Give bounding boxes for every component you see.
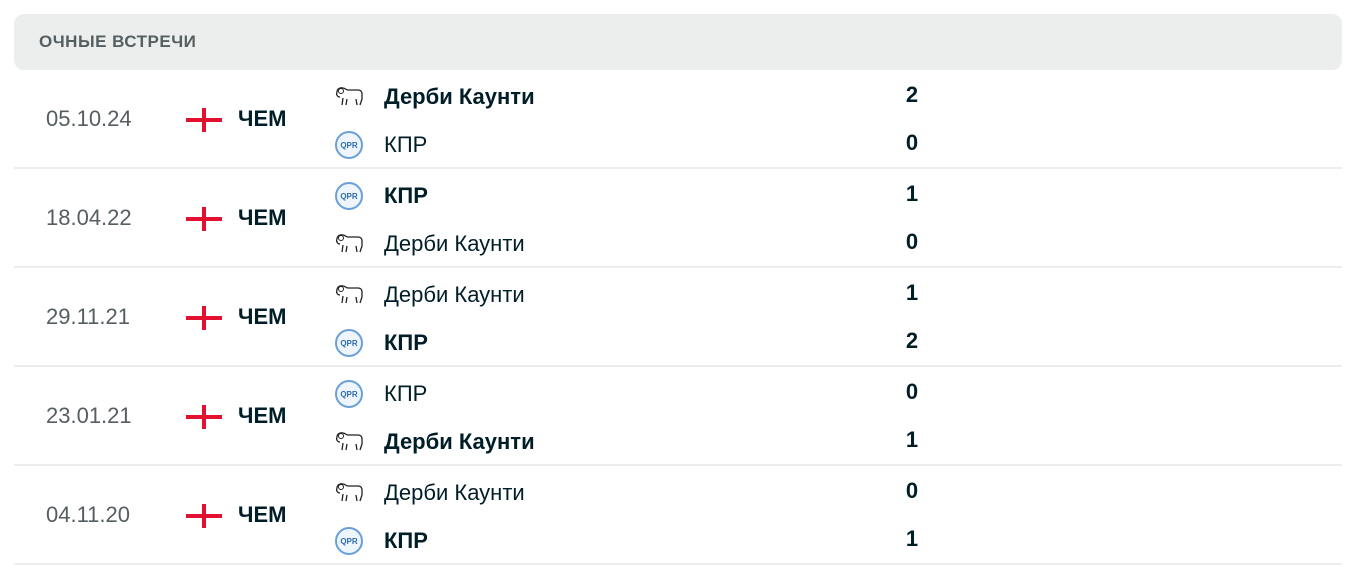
match-date: 18.04.22 [46, 205, 132, 230]
england-flag-icon [186, 207, 222, 231]
competition-label: ЧЕМ [238, 106, 287, 131]
derby-ram-icon [332, 280, 366, 310]
match-row[interactable]: 18.04.22 ЧЕМ QPR КПР 1 Дерби Каунти 0 [14, 169, 1342, 268]
team-score: 0 [905, 130, 919, 155]
team-away: QPR КПР 2 [332, 328, 932, 358]
team-away: Дерби Каунти 0 [332, 229, 932, 259]
england-flag-icon [186, 108, 222, 132]
england-flag-icon [186, 504, 222, 528]
team-name: КПР [384, 381, 428, 406]
match-row[interactable]: 23.01.21 ЧЕМ QPR КПР 0 Дерби Каунти 1 [14, 367, 1342, 466]
team-name: КПР [384, 132, 428, 157]
competition-label: ЧЕМ [238, 403, 287, 428]
qpr-crest-icon: QPR [332, 379, 366, 409]
derby-ram-icon [332, 427, 366, 457]
team-score: 0 [905, 478, 919, 503]
team-name: Дерби Каунти [384, 231, 525, 256]
team-home: Дерби Каунти 2 [332, 82, 932, 112]
derby-ram-icon [332, 82, 366, 112]
team-name: Дерби Каунти [384, 480, 525, 505]
team-score: 1 [905, 427, 919, 452]
competition-label: ЧЕМ [238, 205, 287, 230]
team-score: 1 [905, 181, 919, 206]
match-date: 29.11.21 [46, 304, 131, 329]
section-header: ОЧНЫЕ ВСТРЕЧИ [14, 14, 1342, 70]
qpr-crest-icon: QPR [332, 130, 366, 160]
competition-label: ЧЕМ [238, 304, 287, 329]
match-date: 23.01.21 [46, 403, 132, 428]
team-score: 1 [905, 280, 919, 305]
team-name: Дерби Каунти [384, 429, 535, 454]
match-row[interactable]: 04.11.20 ЧЕМ Дерби Каунти 0 QPR КПР 1 [14, 466, 1342, 565]
match-date: 04.11.20 [46, 502, 131, 527]
derby-ram-icon [332, 478, 366, 508]
match-row[interactable]: 05.10.24 ЧЕМ Дерби Каунти 2 QPR КПР 0 [14, 70, 1342, 169]
team-score: 0 [905, 379, 919, 404]
qpr-crest-icon: QPR [332, 526, 366, 556]
derby-ram-icon [332, 229, 366, 259]
england-flag-icon [186, 405, 222, 429]
qpr-crest-icon: QPR [332, 181, 366, 211]
section-title: ОЧНЫЕ ВСТРЕЧИ [39, 32, 197, 51]
team-home: QPR КПР 0 [332, 379, 932, 409]
england-flag-icon [186, 306, 222, 330]
team-score: 2 [905, 82, 919, 107]
competition-label: ЧЕМ [238, 502, 287, 527]
head-to-head-panel: ОЧНЫЕ ВСТРЕЧИ 05.10.24 ЧЕМ Дерби Каунти … [14, 14, 1342, 565]
team-name: КПР [384, 528, 428, 553]
match-date: 05.10.24 [46, 106, 132, 131]
team-home: Дерби Каунти 0 [332, 478, 932, 508]
team-score: 1 [905, 526, 919, 551]
team-score: 0 [905, 229, 919, 254]
qpr-crest-icon: QPR [332, 328, 366, 358]
team-name: Дерби Каунти [384, 84, 535, 109]
team-away: QPR КПР 1 [332, 526, 932, 556]
match-row[interactable]: 29.11.21 ЧЕМ Дерби Каунти 1 QPR КПР 2 [14, 268, 1342, 367]
team-home: Дерби Каунти 1 [332, 280, 932, 310]
team-away: Дерби Каунти 1 [332, 427, 932, 457]
team-home: QPR КПР 1 [332, 181, 932, 211]
team-away: QPR КПР 0 [332, 130, 932, 160]
team-name: Дерби Каунти [384, 282, 525, 307]
team-name: КПР [384, 183, 428, 208]
team-name: КПР [384, 330, 428, 355]
team-score: 2 [905, 328, 919, 353]
